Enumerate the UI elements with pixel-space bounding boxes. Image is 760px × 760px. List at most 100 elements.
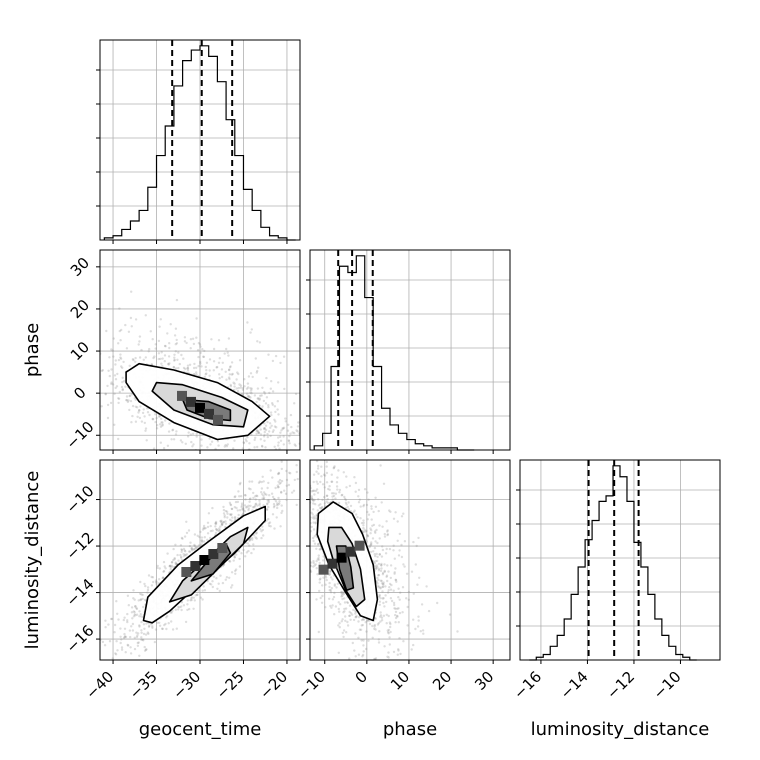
scatter-point [343, 597, 346, 600]
scatter-point [357, 488, 361, 492]
scatter-point [111, 383, 115, 386]
scatter-point [224, 578, 227, 581]
scatter-point [340, 620, 343, 623]
scatter-point [417, 619, 420, 622]
scatter-point [220, 523, 223, 526]
scatter-point [255, 432, 258, 435]
scatter-point [269, 411, 273, 414]
scatter-point [200, 539, 204, 542]
scatter-point [315, 513, 318, 517]
scatter-point [97, 641, 99, 643]
scatter-point [180, 608, 183, 612]
scatter-point [369, 543, 373, 546]
scatter-point [124, 323, 127, 327]
scatter-point [135, 635, 139, 639]
scatter-point [296, 430, 299, 433]
scatter-point [313, 493, 316, 496]
scatter-point [260, 480, 263, 484]
scatter-point [380, 564, 383, 567]
scatter-point [366, 535, 369, 538]
scatter-point [225, 378, 228, 381]
x-axis-label-geocent_time: geocent_time [139, 719, 262, 740]
scatter-point [311, 498, 314, 501]
scatter-point [419, 630, 422, 633]
x-tick-label: 20 [429, 668, 455, 694]
scatter-point [389, 625, 392, 629]
scatter-point [305, 434, 307, 436]
scatter-point [280, 490, 283, 494]
scatter-point [230, 373, 234, 376]
scatter-point [289, 453, 291, 455]
scatter-point [174, 543, 177, 546]
scatter-point [238, 456, 240, 458]
scatter-point [215, 528, 219, 531]
scatter-point [229, 503, 232, 506]
scatter-point [165, 616, 168, 619]
scatter-point [387, 656, 390, 659]
scatter-point [269, 455, 271, 457]
scatter-point [263, 439, 266, 442]
scatter-point [64, 339, 66, 341]
scatter-point [212, 347, 216, 351]
scatter-point [112, 355, 115, 358]
scatter-point [90, 392, 92, 394]
y-tick-label: −12 [62, 528, 97, 563]
scatter-point [141, 597, 144, 601]
scatter-point [377, 569, 381, 572]
scatter-point [108, 374, 112, 378]
scatter-point [110, 617, 114, 621]
scatter-point [353, 476, 356, 479]
scatter-point [185, 531, 189, 535]
scatter-point [388, 582, 392, 586]
scatter-point [130, 393, 134, 396]
scatter-point [174, 343, 177, 346]
scatter-point [325, 494, 329, 497]
scatter-point [354, 615, 357, 619]
scatter-point [187, 431, 190, 434]
scatter-point [272, 502, 276, 506]
scatter-point [262, 497, 265, 501]
scatter-point [257, 431, 260, 435]
scatter-point [249, 454, 251, 456]
scatter-point [277, 441, 280, 444]
scatter-point [221, 361, 224, 364]
scatter-point [307, 513, 309, 515]
scatter-point [319, 548, 322, 551]
scatter-point [346, 624, 350, 627]
scatter-point [288, 471, 291, 474]
scatter-point [197, 364, 200, 368]
scatter-point [354, 490, 357, 493]
scatter-point [122, 636, 126, 640]
scatter-point [116, 372, 119, 376]
scatter-point [190, 548, 194, 551]
scatter-point [140, 620, 143, 624]
scatter-point [154, 628, 158, 631]
scatter-point [312, 560, 315, 563]
scatter-point [222, 452, 224, 454]
scatter-point [374, 505, 378, 508]
scatter-point [118, 329, 122, 333]
scatter-point [142, 605, 145, 609]
scatter-point [387, 589, 390, 592]
scatter-point [382, 585, 385, 588]
scatter-point [125, 398, 128, 402]
scatter-point [357, 636, 360, 639]
scatter-point [358, 628, 362, 631]
scatter-point [207, 466, 209, 468]
scatter-point [380, 555, 384, 558]
scatter-point [390, 583, 393, 587]
scatter-point [155, 416, 158, 420]
scatter-point [177, 559, 180, 562]
scatter-point [283, 387, 286, 391]
scatter-point [225, 576, 229, 579]
scatter-point [170, 561, 174, 564]
histogram-step-geocent_time [103, 45, 296, 241]
scatter-point [136, 644, 140, 647]
scatter-point [222, 520, 225, 524]
scatter-point [388, 621, 392, 624]
scatter-point [312, 473, 316, 476]
scatter-point [200, 536, 204, 539]
scatter-point [234, 572, 237, 575]
scatter-point [324, 606, 327, 609]
scatter-point [394, 610, 398, 614]
